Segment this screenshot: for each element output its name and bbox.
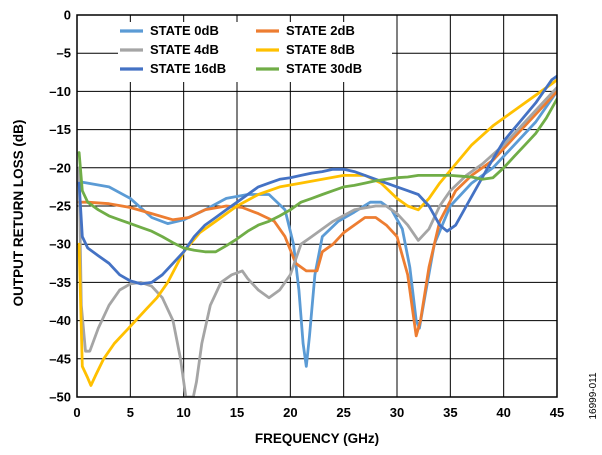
figure-id: 16999-011 [588,372,599,420]
y-tick-label: –15 [49,122,71,137]
plot-frame [76,14,558,398]
x-tick-label: 15 [230,405,244,420]
series-line-state-2db [77,90,557,338]
legend-label: STATE 16dB [150,61,226,76]
x-tick-labels: 0 5 10 15 20 25 30 35 40 45 [73,405,564,420]
y-tick-label: –50 [49,390,71,405]
series-line-state-4db [77,86,557,397]
y-tick-label: –45 [49,351,71,366]
series-line-state-30db [77,97,557,254]
legend-label: STATE 30dB [286,61,362,76]
x-tick-label: 0 [73,405,80,420]
x-tick-label: 35 [443,405,457,420]
legend-label: STATE 8dB [286,42,355,57]
y-tick-labels: 0 –5 –10 –15 –20 –25 –30 –35 –40 –45 –50 [49,8,71,405]
y-tick-label: –20 [49,160,71,175]
x-axis-title: FREQUENCY (GHz) [255,431,379,446]
legend-label: STATE 2dB [286,23,355,38]
y-tick-label: –40 [49,313,71,328]
x-tick-label: 5 [127,405,134,420]
series-line-state-8db [77,78,557,387]
legend-label: STATE 0dB [150,23,219,38]
legend: STATE 0dB STATE 2dB STATE 4dB STATE 8dB STAT… [118,22,392,82]
legend-label: STATE 4dB [150,42,219,57]
series-line-state-16db [77,74,557,286]
x-tick-label: 45 [550,405,564,420]
series-lines [77,74,557,397]
y-axis-title: OUTPUT RETURN LOSS (dB) [11,120,26,307]
x-tick-label: 30 [390,405,404,420]
y-tick-label: 0 [64,8,71,23]
y-tick-label: –30 [49,237,71,252]
y-tick-label: –25 [49,199,71,214]
x-tick-label: 20 [283,405,297,420]
y-tick-label: –10 [49,84,71,99]
x-tick-label: 25 [336,405,350,420]
legend-background [118,22,392,82]
x-tick-label: 40 [496,405,510,420]
y-tick-label: –35 [49,275,71,290]
x-tick-label: 10 [176,405,190,420]
y-tick-label: –5 [57,46,71,61]
